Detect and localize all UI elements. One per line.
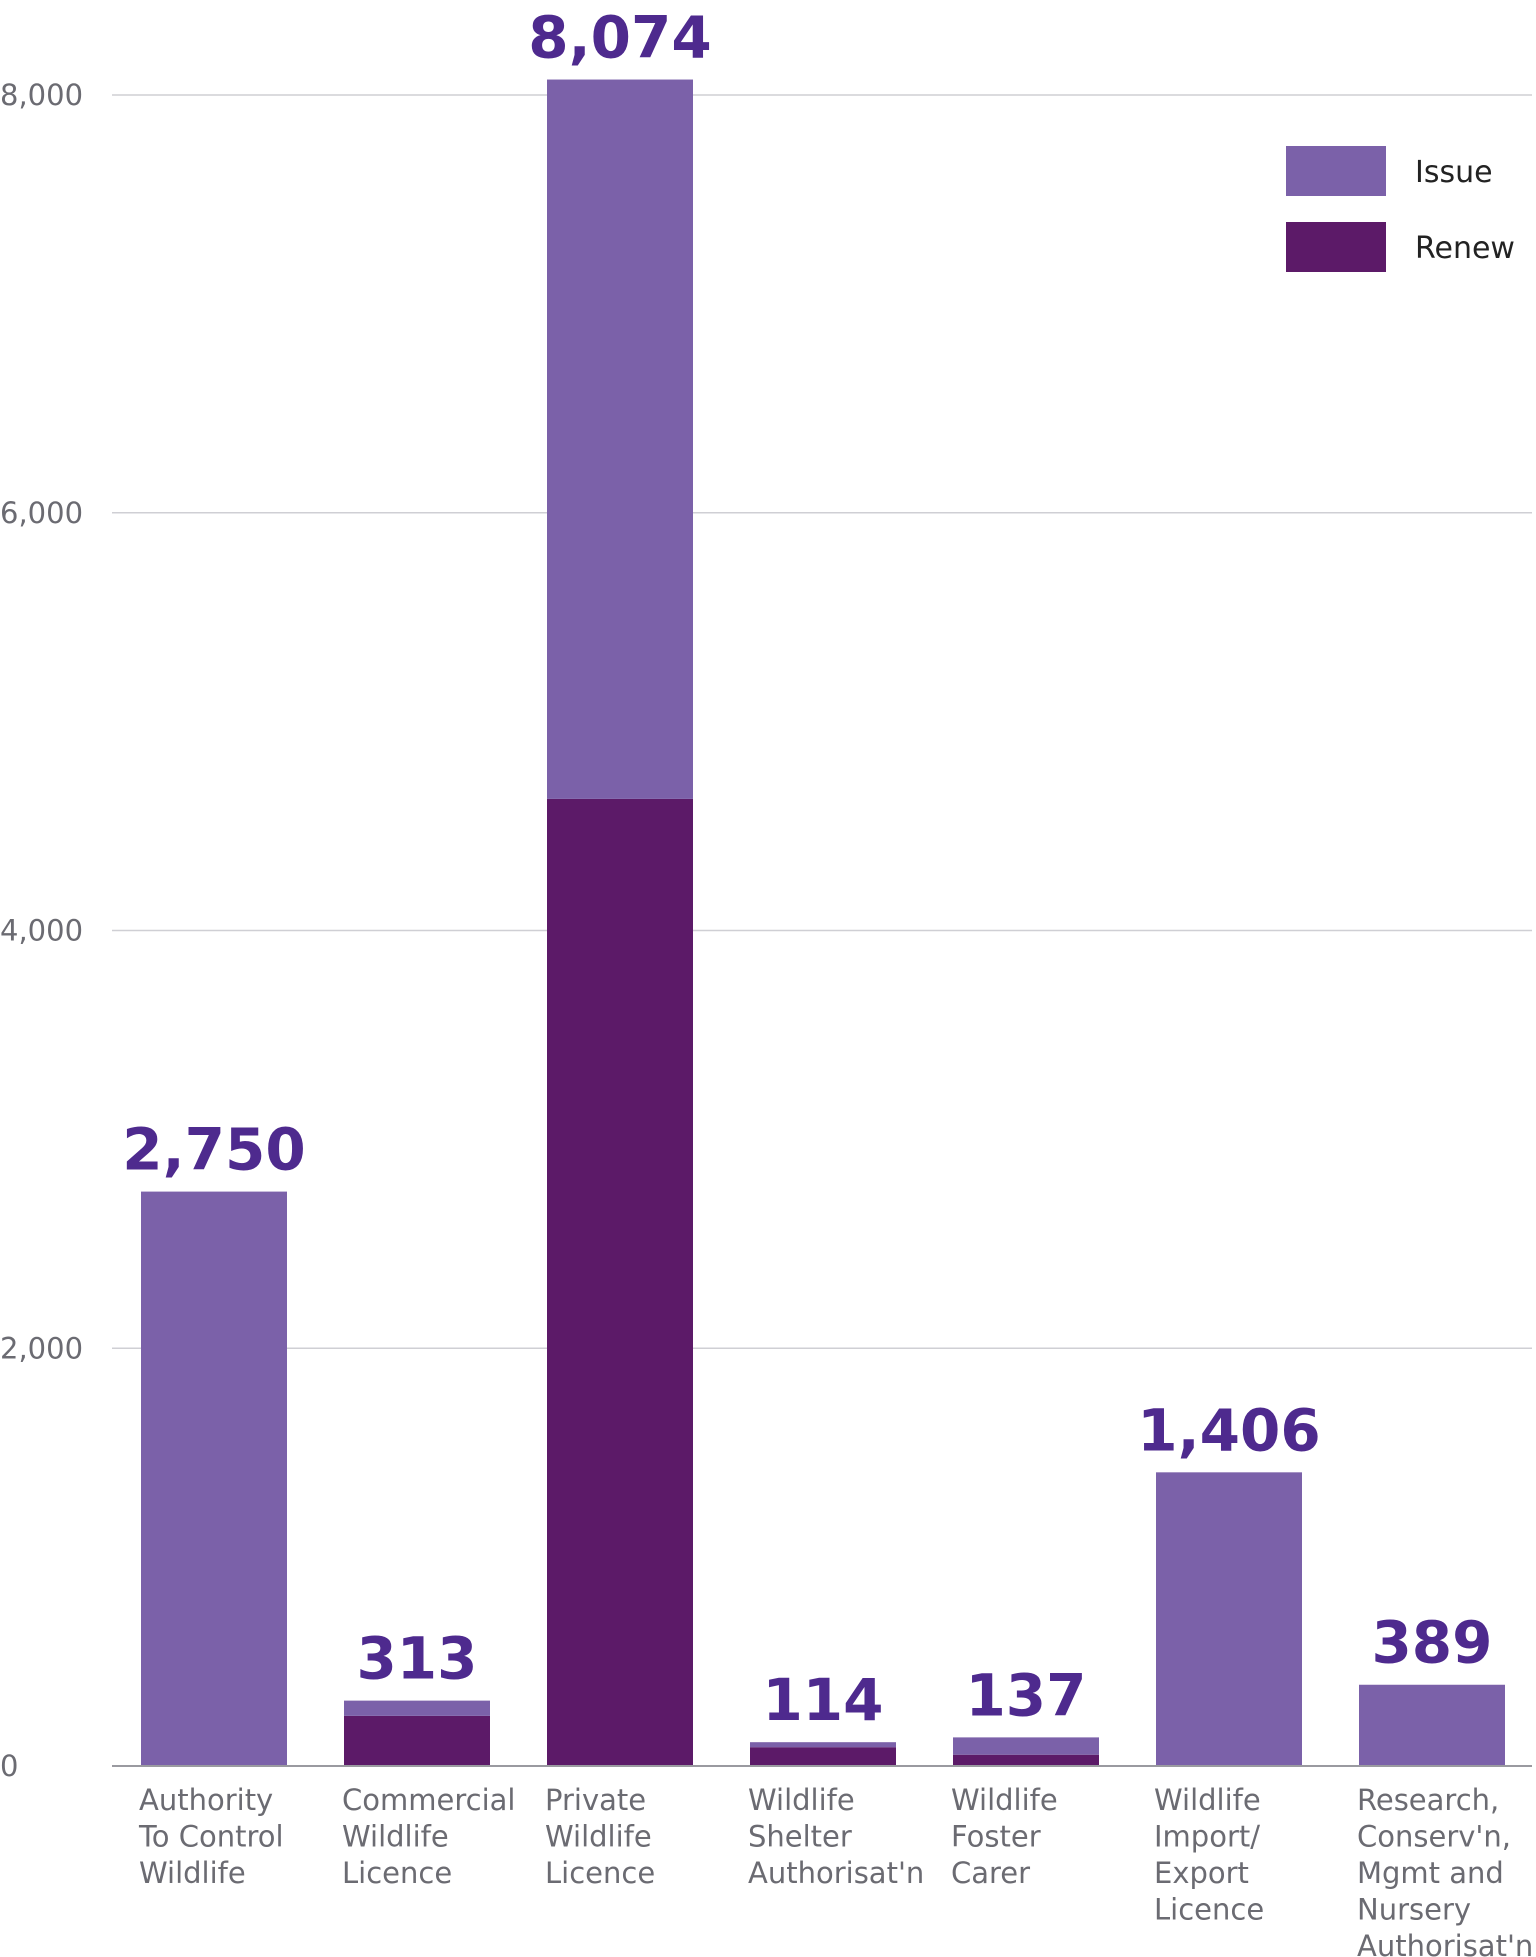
x-tick-line: Commercial [342,1783,515,1817]
y-tick-label: 0 [0,1749,18,1783]
total-label: 114 [762,1666,883,1734]
total-label: 313 [356,1625,477,1693]
x-tick-line: Wildlife [951,1783,1058,1817]
x-tick-label: Authority To Control Wildlife [138,1783,284,1890]
total-label: 8,074 [528,4,711,72]
bar-segment [1359,1684,1505,1766]
x-tick-line: Wildlife [545,1820,652,1854]
x-tick-line: Licence [342,1856,452,1890]
x-tick-line: Nursery [1357,1893,1471,1927]
x-tick-label: Wildlife Foster Carer [951,1783,1058,1890]
y-tick-label: 6,000 [0,496,83,530]
legend-label: Issue [1415,155,1493,190]
bar-segment [953,1754,1099,1766]
x-tick-line: Wildlife [1154,1783,1261,1817]
bar-segment [344,1715,490,1766]
x-tick-line: Authorisat'n [1357,1929,1533,1957]
x-tick-line: Import/ [1154,1820,1260,1854]
x-tick-label: Wildlife Import/Export Licence [1154,1783,1264,1927]
x-tick-label: Private Wildlife Licence [545,1783,655,1890]
x-tick-line: Authority [139,1783,273,1817]
x-tick-line: Private [545,1783,646,1817]
y-tick-label: 2,000 [0,1331,83,1365]
x-tick-line: Foster [951,1820,1041,1854]
y-tick-label: 4,000 [0,914,83,948]
legend-label: Renew [1415,231,1515,266]
y-tick-label: 8,000 [0,78,83,112]
x-tick-line: Licence [545,1856,655,1890]
bar-segment [1156,1472,1302,1766]
total-label: 2,750 [122,1116,305,1184]
x-tick-label: Wildlife Shelter Authorisat'n [748,1783,924,1890]
x-tick-line: Carer [951,1856,1030,1890]
x-tick-line: Wildlife [342,1820,449,1854]
bar-segment [547,79,693,799]
bar-segment [344,1700,490,1716]
bar-segment [750,1742,896,1748]
bar-segment [547,798,693,1766]
x-tick-line: Shelter [748,1820,852,1854]
bar-segment [953,1737,1099,1755]
x-tick-line: Authorisat'n [748,1856,924,1890]
x-tick-line: Research, [1357,1783,1499,1817]
legend-swatch [1286,146,1386,196]
x-tick-label: Research, Conserv'n, Mgmt and Nursery Author… [1357,1783,1533,1957]
x-tick-label: Commercial Wildlife Licence [342,1783,515,1890]
x-tick-line: Export [1154,1856,1249,1890]
x-tick-line: Licence [1154,1893,1264,1927]
legend-swatch [1286,222,1386,272]
x-tick-line: Conserv'n, [1357,1820,1511,1854]
x-tick-line: Mgmt and [1357,1856,1504,1890]
x-tick-line: Wildlife [139,1856,246,1890]
bar-segment [141,1191,287,1766]
total-label: 1,406 [1137,1396,1320,1464]
bar-segment [750,1747,896,1766]
total-label: 137 [965,1661,1086,1729]
total-label: 389 [1371,1609,1492,1677]
x-tick-line: Wildlife [748,1783,855,1817]
x-tick-line: To Control [138,1820,284,1854]
